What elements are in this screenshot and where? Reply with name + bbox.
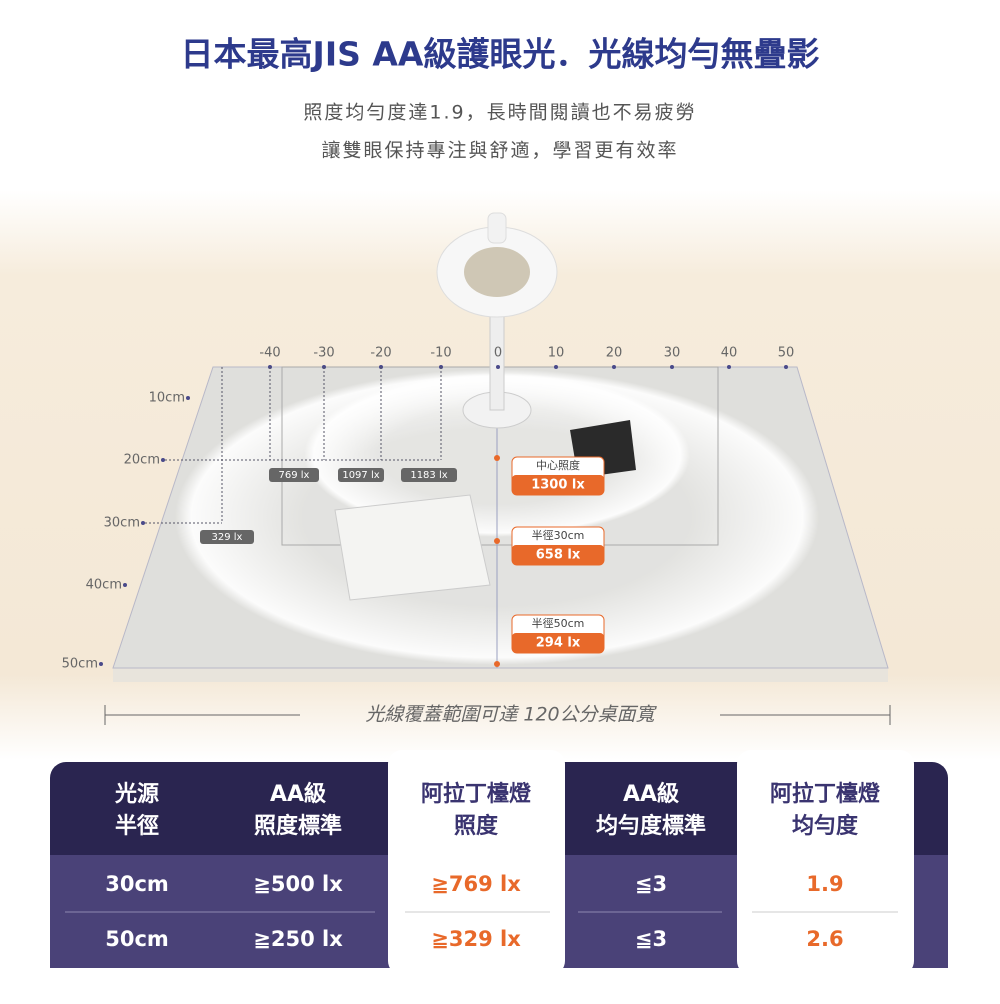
callout-value-bg [512,633,604,653]
x-label: 40 [721,346,738,361]
callout-dot [494,455,500,461]
callout-label: 半徑30cm [532,528,585,542]
lux-label: 769 lx [279,470,310,481]
callout-label: 半徑50cm [532,616,585,630]
table-header: 阿拉丁檯燈照度 [421,781,532,839]
header-line: 均勻度標準 [596,813,706,839]
callout-label: 中心照度 [536,458,580,472]
y-label: 30cm [104,516,140,531]
y-dot [123,583,127,587]
x-label: 30 [664,346,681,361]
header-line: 照度標準 [254,813,342,839]
header-line: 光源 [114,782,159,807]
lux-label: 1183 lx [410,470,447,481]
header-line: AA級 [623,781,679,807]
callout-dot [494,661,500,667]
table-cell: 2.6 [806,927,843,951]
x-label: 20 [606,346,623,361]
x-dot [496,365,500,369]
x-label: -30 [313,346,334,361]
header-line: 照度 [454,813,499,839]
table-cell: 1.9 [806,872,843,896]
table-header: 阿拉丁檯燈均勻度 [770,781,881,839]
table-cell: ≧769 lx [431,872,521,896]
y-dot [186,396,190,400]
table-cell: ≧329 lx [431,927,521,951]
x-label: -10 [430,346,451,361]
table-cell: ≧500 lx [253,872,343,896]
y-dot [141,521,145,525]
header-line: AA級 [270,781,326,807]
title: 日本最高JIS AA級護眼光．光線均勻無疊影 [181,35,820,74]
lux-label: 329 lx [212,532,243,543]
x-dot [670,365,674,369]
header-line: 阿拉丁檯燈 [421,781,532,807]
table-cell: ≦3 [635,872,667,896]
lux-box [338,468,384,482]
highlight-card [388,750,565,975]
x-label: 0 [494,346,502,361]
lux-box [269,468,319,482]
x-dot [727,365,731,369]
header-line: 半徑 [115,813,159,839]
table-header: 光源半徑 [114,782,159,839]
subtitle: 讓雙眼保持專注與舒適，學習更有效率 [321,140,678,162]
callout-value-bg [512,475,604,495]
header-line: 阿拉丁檯燈 [770,781,881,807]
x-label: -20 [370,346,391,361]
caption: 光線覆蓋範圍可達 120公分桌面寬 [365,704,657,726]
lux-label: 1097 lx [342,470,379,481]
table-cell: 30cm [105,872,169,896]
callout-value: 1300 lx [531,478,585,493]
y-dot [99,662,103,666]
x-dot [784,365,788,369]
x-dot [612,365,616,369]
y-label: 50cm [62,657,98,672]
lux-box [401,468,457,482]
callout-value: 658 lx [536,548,581,563]
x-dot [554,365,558,369]
table-cell: ≧250 lx [253,927,343,951]
x-label: -40 [259,346,280,361]
table-header: AA級均勻度標準 [596,781,706,839]
y-dot [161,458,165,462]
callout-value-bg [512,545,604,565]
header-line: 均勻度 [792,813,859,839]
callout-dot [494,538,500,544]
table-header: AA級照度標準 [254,781,342,839]
table-cell: ≦3 [635,927,667,951]
lux-box [200,530,254,544]
subtitle: 照度均勻度達1.9，長時間閱讀也不易疲勞 [303,102,696,124]
x-label: 10 [548,346,565,361]
x-label: 50 [778,346,795,361]
y-label: 10cm [149,391,185,406]
highlight-card [737,750,914,975]
callout-value: 294 lx [536,636,581,651]
y-label: 40cm [86,578,122,593]
y-label: 20cm [124,453,160,468]
table-cell: 50cm [105,927,169,951]
desk [112,212,889,682]
